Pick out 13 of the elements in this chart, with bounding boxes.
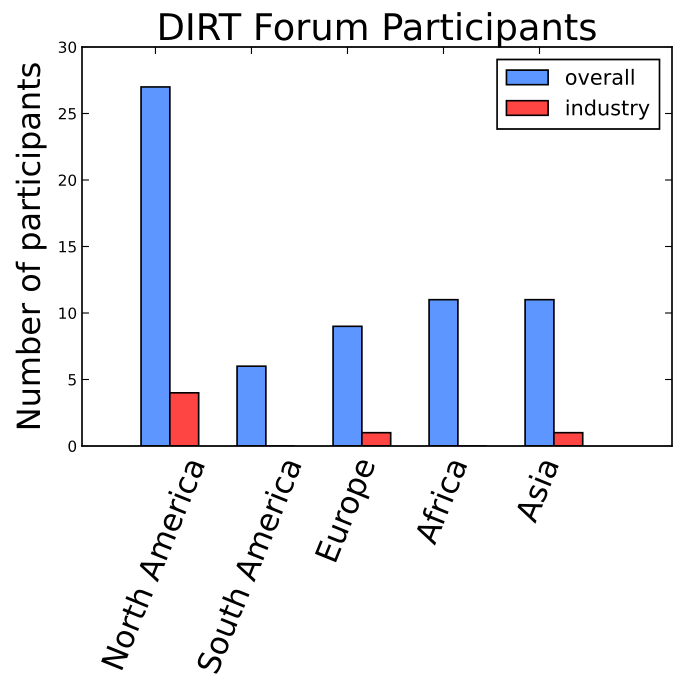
x-tick-label: Asia: [513, 456, 560, 524]
legend-label: industry: [566, 99, 650, 120]
y-tick-label: 20: [58, 174, 76, 186]
y-axis-title: Number of participants: [16, 63, 47, 428]
y-tick-label: 30: [58, 41, 76, 54]
x-tick-label: Africa: [412, 456, 468, 546]
y-tick-label: 5: [68, 374, 76, 386]
y-tick-label: 10: [59, 307, 76, 320]
y-tick-label: 15: [59, 241, 76, 253]
legend-label: overall: [566, 68, 634, 85]
y-tick-label: 0: [68, 440, 76, 452]
y-tick-label: 25: [58, 108, 76, 120]
chart-title: DIRT Forum Participants: [160, 12, 596, 48]
